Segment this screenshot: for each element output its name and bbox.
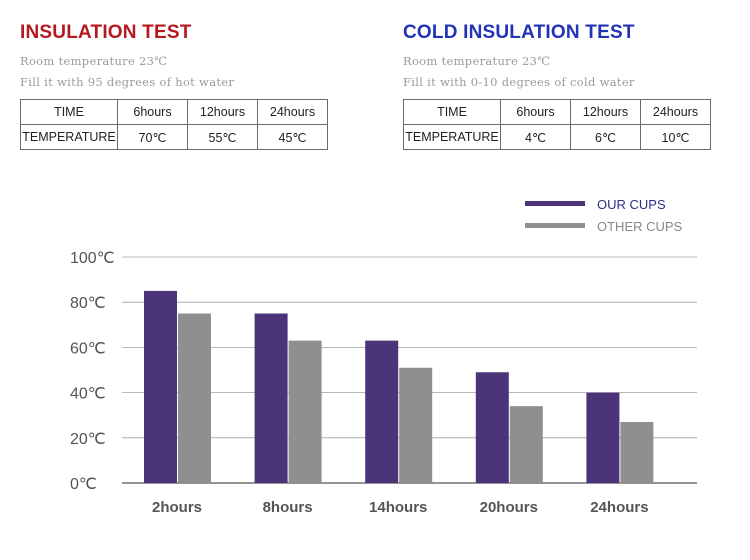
bar-our-cups	[144, 290, 177, 483]
cold-room-temperature-note: Room temperature 23℃	[403, 54, 551, 68]
insulation-header-time: TIME	[20, 99, 118, 125]
cold-header-12h: 12hours	[570, 99, 641, 125]
insulation-header-24h: 24hours	[257, 99, 328, 125]
bar-our-cups	[254, 313, 288, 483]
cold-fill-note: Fill it with 0-10 degrees of cold water	[403, 75, 635, 89]
legend-label-our-cups: OUR CUPS	[597, 197, 666, 212]
insulation-row-label: TEMPERATURE	[20, 124, 118, 150]
legend-swatch-other-cups	[525, 223, 585, 228]
insulation-header-6h: 6hours	[117, 99, 188, 125]
insulation-value-24h: 45℃	[257, 124, 328, 150]
cold-insulation-test-panel: COLD INSULATION TEST Room temperature 23…	[403, 0, 711, 150]
cold-table-header-row: TIME 6hours 12hours 24hours	[403, 99, 711, 125]
y-tick-label: 80℃	[70, 295, 106, 312]
x-tick-label: 20hours	[480, 499, 538, 516]
cold-value-6h: 4℃	[500, 124, 571, 150]
y-tick-label: 0℃	[70, 476, 97, 493]
legend-label-other-cups: OTHER CUPS	[597, 219, 683, 234]
insulation-value-12h: 55℃	[187, 124, 258, 150]
cold-table: TIME 6hours 12hours 24hours TEMPERATURE …	[403, 99, 711, 150]
x-tick-label: 2hours	[152, 499, 202, 516]
x-tick-label: 24hours	[590, 499, 648, 516]
cold-table-temperature-row: TEMPERATURE 4℃ 6℃ 10℃	[403, 124, 711, 150]
insulation-test-panel: INSULATION TEST Room temperature 23℃ Fil…	[20, 0, 328, 150]
y-tick-label: 20℃	[70, 431, 106, 448]
insulation-fill-note: Fill it with 95 degrees of hot water	[20, 75, 235, 89]
bar-other-cups	[288, 340, 322, 483]
insulation-table-temperature-row: TEMPERATURE 70℃ 55℃ 45℃	[20, 124, 328, 150]
cold-header-time: TIME	[403, 99, 501, 125]
bar-our-cups	[586, 392, 620, 483]
bar-other-cups	[620, 421, 654, 483]
cold-row-label: TEMPERATURE	[403, 124, 501, 150]
x-tick-label: 14hours	[369, 499, 427, 516]
insulation-value-6h: 70℃	[117, 124, 188, 150]
cold-value-24h: 10℃	[640, 124, 711, 150]
insulation-table-header-row: TIME 6hours 12hours 24hours	[20, 99, 328, 125]
bar-our-cups	[365, 340, 399, 483]
insulation-table: TIME 6hours 12hours 24hours TEMPERATURE …	[20, 99, 328, 150]
y-tick-label: 60℃	[70, 340, 106, 357]
cold-value-12h: 6℃	[570, 124, 641, 150]
bar-other-cups	[178, 313, 211, 483]
bar-other-cups	[509, 406, 543, 483]
x-tick-label: 8hours	[263, 499, 313, 516]
insulation-test-title: INSULATION TEST	[20, 22, 192, 43]
legend-swatch-our-cups	[525, 201, 585, 206]
bar-other-cups	[399, 367, 433, 483]
y-tick-label: 40℃	[70, 386, 106, 403]
bar-our-cups	[475, 372, 509, 483]
insulation-room-temperature-note: Room temperature 23℃	[20, 54, 168, 68]
cold-insulation-test-title: COLD INSULATION TEST	[403, 22, 635, 43]
y-tick-label: 100℃	[70, 250, 115, 267]
